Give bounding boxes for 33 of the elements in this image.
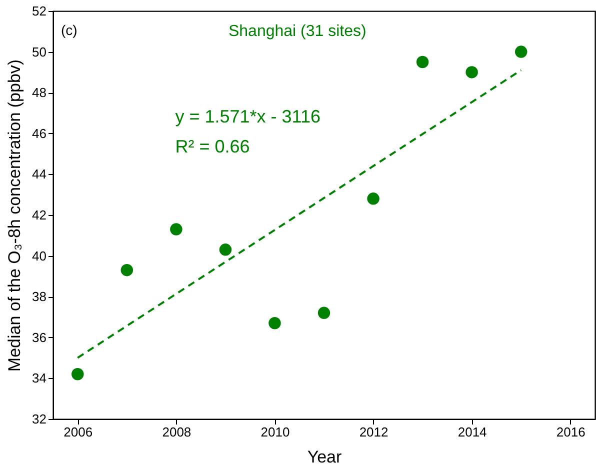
point [416,56,429,68]
y-tick-label: 32 [32,412,46,426]
y-tick-label: 46 [32,126,46,141]
y-axis-title: Median of the O₃-8h concentration (ppbv) [5,59,24,372]
y-tick-label: 40 [32,248,46,264]
x-tick-label: 2012 [359,424,388,440]
point [466,66,478,78]
y-tick-label: 50 [32,44,46,60]
y-tick-label: 48 [32,85,46,100]
point [72,368,84,380]
point [120,264,134,276]
annotation: R² = 0.66 [175,136,250,156]
y-tick-label: 52 [32,4,46,18]
x-axis-title: Year [307,448,342,466]
y-tick-label: 36 [32,330,46,345]
point [514,46,528,58]
annotation: (c) [61,22,78,38]
y-tick-label: 38 [32,289,46,304]
x-tick-label: 2016 [556,424,586,440]
x-tick-label: 2006 [64,424,93,440]
x-tick-label: 2008 [162,424,192,440]
y-tick-label: 42 [32,208,46,222]
point [268,317,281,330]
point [170,223,182,236]
annotation: y = 1.571*x - 3116 [175,106,320,127]
y-tick-label: 44 [32,166,46,182]
point [367,192,380,205]
y-tick-label: 34 [32,370,46,386]
x-tick-label: 2014 [458,424,487,440]
x-tick-label: 2010 [260,424,290,440]
point [318,306,330,320]
point [219,244,232,256]
annotation: Shanghai (31 sites) [228,23,366,40]
